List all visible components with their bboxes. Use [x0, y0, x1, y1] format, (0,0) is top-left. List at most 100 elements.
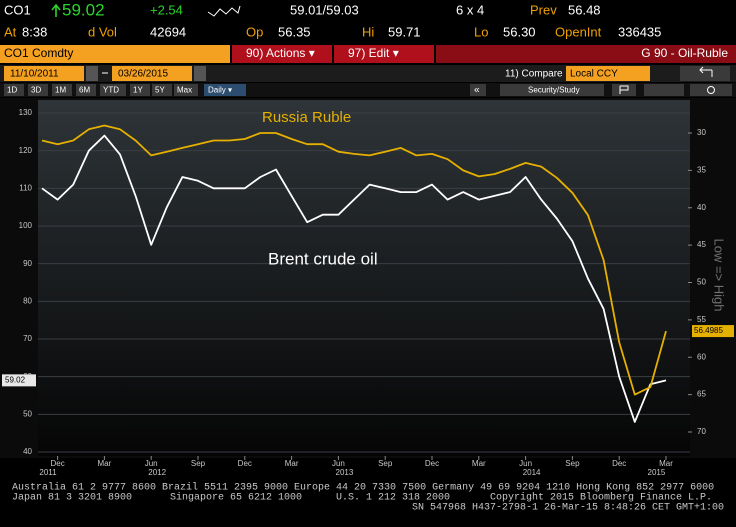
period-label: 1M [55, 86, 66, 95]
high: 59.71 [388, 24, 421, 39]
prev: 56.48 [568, 2, 601, 17]
actions-button[interactable] [232, 45, 332, 63]
calendar-icon[interactable] [86, 66, 98, 81]
period-label: 1D [7, 86, 17, 95]
x-tick-label: Jun [332, 459, 345, 468]
vol-label: d Vol [88, 24, 117, 39]
back-arrow [699, 66, 713, 77]
currency-field[interactable] [566, 66, 650, 81]
x-tick-label: Mar [98, 459, 112, 468]
collapse: « [474, 85, 480, 96]
start-date-field[interactable] [4, 66, 84, 81]
last-value-label: 59.02 [5, 375, 26, 384]
y-tick-label: 130 [19, 108, 33, 117]
x-tick-label: Mar [472, 459, 486, 468]
footer-line: U.S. 1 212 318 2000 [336, 493, 450, 504]
period-button[interactable] [4, 84, 24, 96]
y2-tick-label: 35 [697, 165, 706, 174]
x-tick-label: Dec [238, 459, 252, 468]
footer-line: SN 547968 H437-2798-1 26-Mar-15 8:48:26 … [412, 503, 724, 514]
edit-tool-button[interactable] [644, 84, 684, 96]
y2-tick-label: 30 [697, 128, 706, 137]
security-field[interactable] [0, 45, 230, 63]
y-tick-label: 120 [19, 146, 33, 155]
period-button[interactable] [100, 84, 126, 96]
low-label: Lo [474, 24, 488, 39]
change: +2.54 [150, 2, 183, 17]
y-tick-label: 90 [23, 259, 32, 268]
period-button[interactable] [76, 84, 96, 96]
high-label: Hi [362, 24, 374, 39]
oi-label: OpenInt [555, 24, 602, 39]
x-year-label: 2013 [336, 468, 354, 477]
edit: 97) Edit ▾ [348, 46, 399, 60]
collapse-button[interactable] [470, 84, 486, 96]
edit-button[interactable] [334, 45, 434, 63]
period-button[interactable] [52, 84, 72, 96]
size: 6 x 4 [456, 2, 484, 17]
plot-area [38, 100, 690, 456]
footer-line: Japan 81 3 3201 8900 [12, 493, 132, 504]
x-tick-label: Dec [612, 459, 626, 468]
open: 56.35 [278, 24, 311, 39]
y-tick-label: 50 [23, 409, 32, 418]
y2-axis-label: Low => High [712, 239, 727, 312]
x-tick-label: Sep [378, 459, 393, 468]
start-date: 11/10/2011 [10, 69, 59, 80]
y2-tick-label: 50 [697, 278, 706, 287]
end-date-field[interactable] [112, 66, 192, 81]
calendar-icon[interactable] [194, 66, 206, 81]
period-button[interactable] [152, 84, 172, 96]
oi: 336435 [618, 24, 661, 39]
last-value-tag [2, 374, 36, 387]
period-button[interactable] [28, 84, 48, 96]
time-label: At [4, 24, 17, 39]
function-bar [436, 45, 736, 63]
x-year-label: 2011 [39, 468, 57, 477]
sparkline-icon [207, 5, 241, 17]
actions: 90) Actions ▾ [246, 46, 315, 60]
period-label: YTD [103, 86, 119, 95]
period-label: 6M [79, 86, 90, 95]
end-date: 03/26/2015 [118, 69, 168, 80]
y-tick-label: 70 [23, 334, 32, 343]
x-tick-label: Jun [145, 459, 158, 468]
footer-line: Singapore 65 6212 1000 [170, 492, 302, 504]
y-tick-label: 110 [19, 183, 32, 192]
open-label: Op [246, 24, 263, 39]
y-tick-label: 40 [23, 447, 32, 456]
last-price: 59.02 [62, 0, 105, 19]
period-label: 3D [31, 86, 41, 95]
x-tick-label: Jun [519, 459, 532, 468]
series-line [41, 134, 667, 423]
x-tick-label: Dec [425, 459, 439, 468]
back-button[interactable] [680, 66, 730, 81]
footer-line: Copyright 2015 Bloomberg Finance L.P. [490, 492, 712, 504]
period-button[interactable] [174, 84, 198, 96]
low: 56.30 [503, 24, 536, 39]
series-label: Brent crude oil [268, 249, 378, 268]
y2-tick-label: 55 [697, 315, 706, 324]
y2-tick-label: 65 [697, 390, 706, 399]
period-label: 1Y [133, 86, 143, 95]
frequency-button[interactable] [204, 84, 246, 96]
x-tick-label: Mar [285, 459, 299, 468]
up-arrow [51, 3, 61, 17]
x-year-label: 2014 [523, 468, 541, 477]
y2-tick-label: 45 [697, 240, 706, 249]
y-tick-label: 100 [19, 221, 33, 230]
study: Security/Study [528, 86, 580, 95]
period-button[interactable] [130, 84, 150, 96]
flag-icon [619, 85, 629, 94]
y2-tick-label: 70 [697, 427, 706, 436]
security: CO1 Comdty [4, 46, 73, 60]
time: 8:38 [22, 24, 47, 39]
settings-button[interactable] [690, 84, 732, 96]
prev-label: Prev [530, 2, 557, 17]
y2-tick-label: 40 [697, 203, 706, 212]
study-button[interactable] [500, 84, 604, 96]
period-label: Max [177, 86, 192, 95]
x-year-label: 2012 [148, 468, 166, 477]
series-label: Russia Ruble [262, 109, 351, 126]
